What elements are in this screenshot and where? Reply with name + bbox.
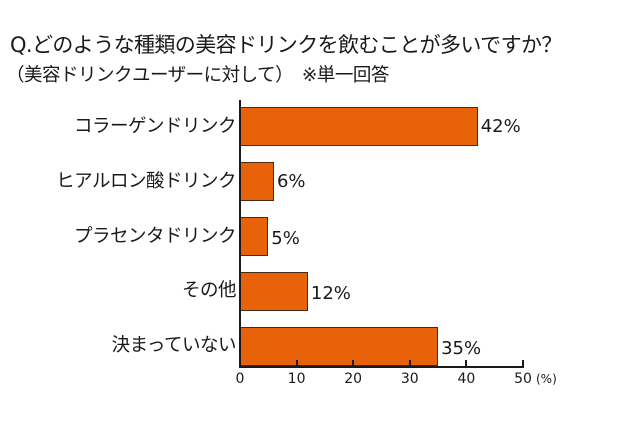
value-label: 12% bbox=[310, 283, 351, 304]
category-label: プラセンタドリンク bbox=[73, 226, 237, 247]
x-tick-label: 0 bbox=[235, 371, 245, 387]
value-label: 42% bbox=[480, 116, 521, 137]
x-tick bbox=[522, 360, 524, 367]
x-tick bbox=[295, 360, 298, 367]
value-label: 5% bbox=[271, 228, 300, 249]
value-label: 35% bbox=[441, 338, 482, 359]
x-axis-line bbox=[239, 366, 524, 368]
bar bbox=[240, 217, 269, 256]
x-tick-label: 40 bbox=[457, 371, 476, 387]
y-axis-line bbox=[239, 100, 241, 368]
x-tick bbox=[239, 360, 241, 367]
category-label: コラーゲンドリンク bbox=[73, 116, 237, 137]
value-label: 6% bbox=[276, 171, 306, 192]
category-label: 決まっていない bbox=[111, 335, 237, 356]
x-tick bbox=[352, 360, 355, 367]
category-label: ヒアルロン酸ドリンク bbox=[56, 171, 236, 192]
bar bbox=[240, 162, 274, 201]
x-tick bbox=[408, 360, 411, 367]
x-axis-unit: (%) bbox=[536, 372, 557, 386]
x-tick-label: 50 bbox=[514, 371, 532, 387]
bar bbox=[240, 272, 308, 311]
x-tick-label: 20 bbox=[344, 371, 363, 387]
bar bbox=[240, 327, 439, 366]
x-tick-label: 10 bbox=[287, 371, 306, 387]
bar bbox=[240, 107, 478, 146]
chart-title: Q.どのような種類の美容ドリンクを飲むことが多いですか？ bbox=[10, 33, 562, 57]
chart-subtitle: （美容ドリンクユーザーに対して） ※単一回答 bbox=[6, 65, 389, 86]
category-label: その他 bbox=[181, 280, 237, 301]
x-tick-label: 30 bbox=[400, 371, 419, 387]
x-tick bbox=[465, 360, 468, 367]
